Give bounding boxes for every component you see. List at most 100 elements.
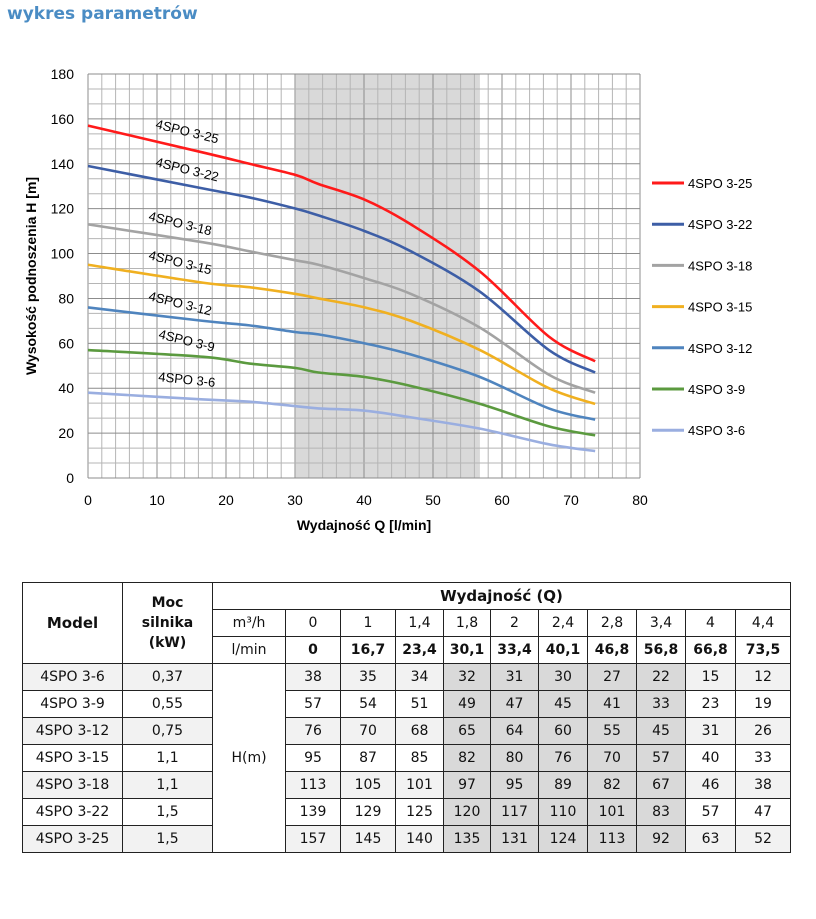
x-tick-label: 80 <box>632 492 648 508</box>
header-model: Model <box>22 582 123 664</box>
head-value: 124 <box>538 825 588 853</box>
y-tick-label: 60 <box>58 335 74 351</box>
head-value: 92 <box>636 825 686 853</box>
page-title: wykres parametrów <box>7 4 198 24</box>
head-value: 113 <box>587 825 637 853</box>
flow-lmin: 23,4 <box>395 636 444 664</box>
legend-entry: 4SPO 3-12 <box>688 341 752 356</box>
flow-lmin: 46,8 <box>587 636 637 664</box>
head-value: 117 <box>490 798 539 826</box>
flow-m3h: 2,8 <box>587 609 637 637</box>
y-tick-label: 80 <box>58 290 74 306</box>
head-value: 54 <box>340 690 396 718</box>
head-value: 131 <box>490 825 539 853</box>
series-line <box>87 223 596 394</box>
head-value: 41 <box>587 690 637 718</box>
head-value: 52 <box>735 825 791 853</box>
head-value: 60 <box>538 717 588 745</box>
head-value: 110 <box>538 798 588 826</box>
head-value: 83 <box>636 798 686 826</box>
head-value: 140 <box>395 825 444 853</box>
head-value: 95 <box>490 771 539 799</box>
head-value: 101 <box>587 798 637 826</box>
head-value: 82 <box>587 771 637 799</box>
series-line <box>87 263 596 406</box>
flow-lmin: 16,7 <box>340 636 396 664</box>
head-value: 101 <box>395 771 444 799</box>
x-tick-label: 60 <box>494 492 510 508</box>
flow-lmin: 40,1 <box>538 636 588 664</box>
y-tick-label: 180 <box>51 66 75 82</box>
head-value: 85 <box>395 744 444 772</box>
flow-lmin: 0 <box>285 636 341 664</box>
head-value: 65 <box>443 717 491 745</box>
series-line <box>87 306 596 421</box>
head-value: 26 <box>735 717 791 745</box>
model-cell: 4SPO 3-6 <box>22 663 123 691</box>
head-value: 30 <box>538 663 588 691</box>
head-value: 82 <box>443 744 491 772</box>
x-tick-label: 50 <box>425 492 441 508</box>
head-value: 76 <box>285 717 341 745</box>
head-value: 47 <box>735 798 791 826</box>
head-value: 47 <box>490 690 539 718</box>
head-value: 33 <box>636 690 686 718</box>
x-axis-label: Wydajność Q [l/min] <box>297 517 431 533</box>
x-tick-label: 0 <box>84 492 92 508</box>
y-axis-label: Wysokość podnoszenia H [m] <box>23 177 39 375</box>
y-tick-label: 100 <box>51 246 75 262</box>
head-value: 49 <box>443 690 491 718</box>
head-value: 57 <box>685 798 736 826</box>
power-cell: 1,5 <box>122 798 213 826</box>
model-cell: 4SPO 3-18 <box>22 771 123 799</box>
flow-m3h: 2,4 <box>538 609 588 637</box>
head-value: 125 <box>395 798 444 826</box>
legend-entry: 4SPO 3-15 <box>688 300 752 315</box>
head-value: 113 <box>285 771 341 799</box>
shaded-range <box>295 74 480 478</box>
y-tick-label: 120 <box>51 201 75 217</box>
y-tick-label: 20 <box>58 425 74 441</box>
head-value: 51 <box>395 690 444 718</box>
head-value: 45 <box>538 690 588 718</box>
flow-lmin: 33,4 <box>490 636 539 664</box>
table-row: 4SPO 3-18 1,1 113 105 101 97 95 89 82 67 46 38 <box>22 771 791 799</box>
head-value: 87 <box>340 744 396 772</box>
head-value: 46 <box>685 771 736 799</box>
head-value: 68 <box>395 717 444 745</box>
head-value: 63 <box>685 825 736 853</box>
series-line <box>87 391 596 453</box>
table-row: 4SPO 3-25 1,5 157 145 140 135 131 124 113 92 63 52 <box>22 825 791 853</box>
head-value: 95 <box>285 744 341 772</box>
y-tick-label: 140 <box>51 156 75 172</box>
flow-lmin: 73,5 <box>735 636 791 664</box>
head-value: 40 <box>685 744 736 772</box>
head-value: 55 <box>587 717 637 745</box>
power-cell: 0,75 <box>122 717 213 745</box>
power-cell: 0,55 <box>122 690 213 718</box>
head-value: 76 <box>538 744 588 772</box>
head-value: 57 <box>285 690 341 718</box>
header-power: Moc silnika (kW) <box>122 582 213 664</box>
head-value: 34 <box>395 663 444 691</box>
flow-lmin: 30,1 <box>443 636 491 664</box>
x-tick-label: 20 <box>218 492 234 508</box>
head-value: 105 <box>340 771 396 799</box>
flow-m3h: 1,8 <box>443 609 491 637</box>
flow-m3h: 2 <box>490 609 539 637</box>
flow-m3h: 4,4 <box>735 609 791 637</box>
x-tick-label: 30 <box>287 492 303 508</box>
table-row: 4SPO 3-9 0,55 57 54 51 49 47 45 41 33 23 19 <box>22 690 791 718</box>
head-value: 38 <box>735 771 791 799</box>
series-line <box>87 348 596 437</box>
table-row: 4SPO 3-6 0,37 H(m) 38 35 34 32 31 30 27 22 15 12 <box>22 663 791 853</box>
head-value: 157 <box>285 825 341 853</box>
flow-lmin: 56,8 <box>636 636 686 664</box>
series-label: 4SPO 3-6 <box>158 369 216 390</box>
table-row: 4SPO 3-22 1,5 139 129 125 120 117 110 101 83 57 47 <box>22 798 791 826</box>
legend-entry: 4SPO 3-9 <box>688 382 745 397</box>
power-cell: 1,1 <box>122 744 213 772</box>
table-row: 4SPO 3-15 1,1 95 87 85 82 80 76 70 57 40 33 <box>22 744 791 772</box>
head-value: 31 <box>490 663 539 691</box>
head-value: 45 <box>636 717 686 745</box>
